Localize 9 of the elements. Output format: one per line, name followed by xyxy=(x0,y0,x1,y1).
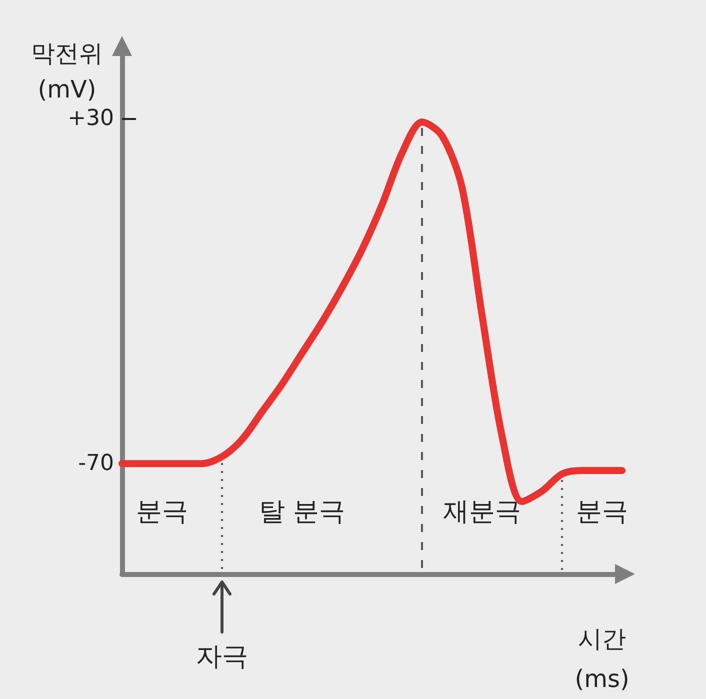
text: 자극 xyxy=(196,642,248,672)
annotation: 분극 xyxy=(136,496,188,527)
annotation: 탈 분극 xyxy=(258,496,346,527)
y-tick-label: +30 xyxy=(68,106,114,131)
y-axis-title: 막전위 (mV) xyxy=(31,40,103,104)
annotation: 분극 xyxy=(576,496,628,527)
x-axis-title: 시간 (ms) xyxy=(574,625,630,693)
annotation: 재분극 xyxy=(443,496,521,527)
y-tick-label: -70 xyxy=(78,451,114,476)
